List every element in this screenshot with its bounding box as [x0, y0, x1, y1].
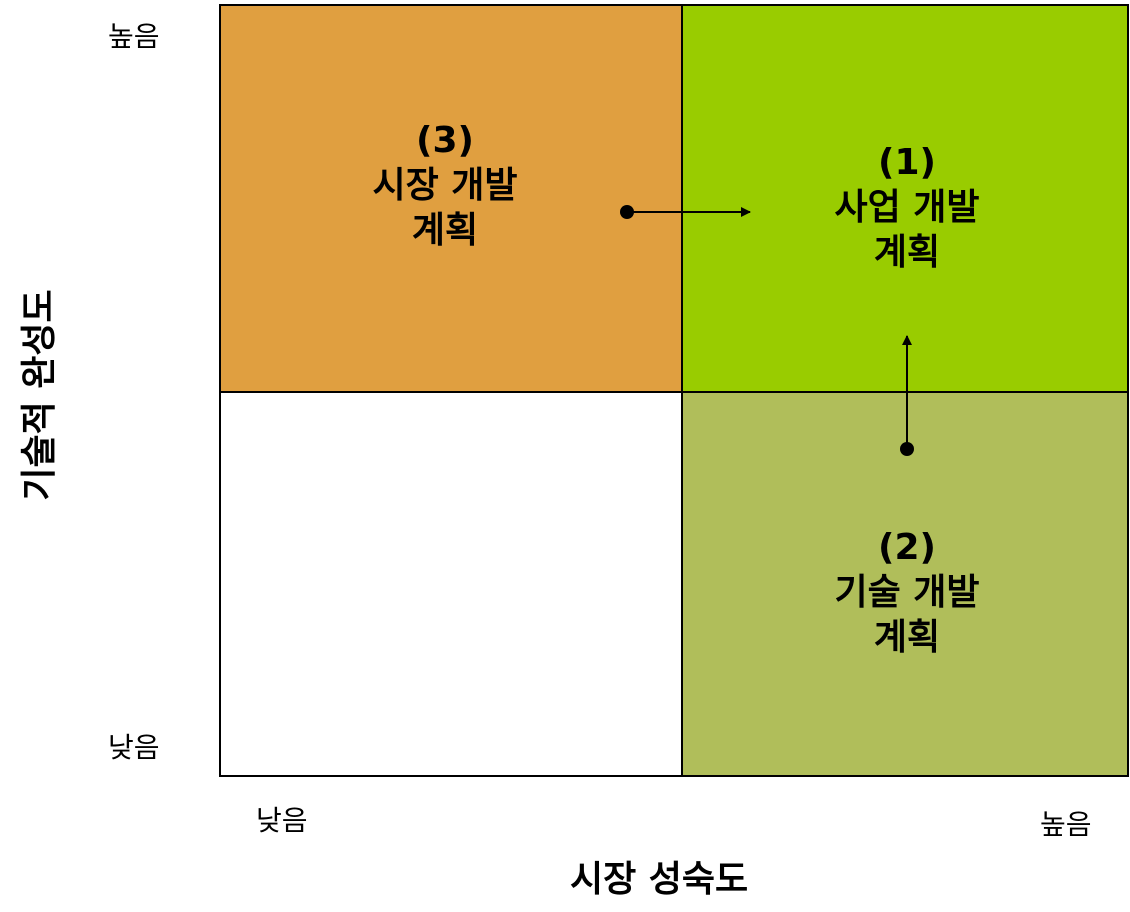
quadrant-number: (1) — [878, 142, 936, 183]
quadrant-bottom-left — [220, 392, 682, 776]
x-axis-title: 시장 성숙도 — [570, 859, 749, 900]
x-axis-high-label: 높음 — [1040, 808, 1092, 841]
quadrant-title: 사업 개발 — [834, 187, 980, 228]
quadrant-title: 기술 개발 — [834, 572, 980, 613]
quadrant-label-tech-dev: (2) 기술 개발 계획 — [792, 525, 1022, 660]
quadrant-label-market-dev: (3) 시장 개발 계획 — [330, 118, 560, 253]
quadrant-title: 시장 개발 — [372, 165, 518, 206]
x-axis-low-label: 낮음 — [256, 804, 308, 837]
y-axis-title: 기술적 완성도 — [19, 289, 60, 501]
y-axis-high-label: 높음 — [108, 20, 160, 53]
quadrant-subtitle: 계획 — [873, 617, 941, 658]
quadrant-label-business-dev: (1) 사업 개발 계획 — [792, 140, 1022, 275]
quadrant-number: (3) — [416, 120, 474, 161]
quadrant-number: (2) — [878, 527, 936, 568]
quadrant-subtitle: 계획 — [411, 210, 479, 251]
y-axis-low-label: 낮음 — [108, 731, 160, 764]
quadrant-subtitle: 계획 — [873, 232, 941, 273]
